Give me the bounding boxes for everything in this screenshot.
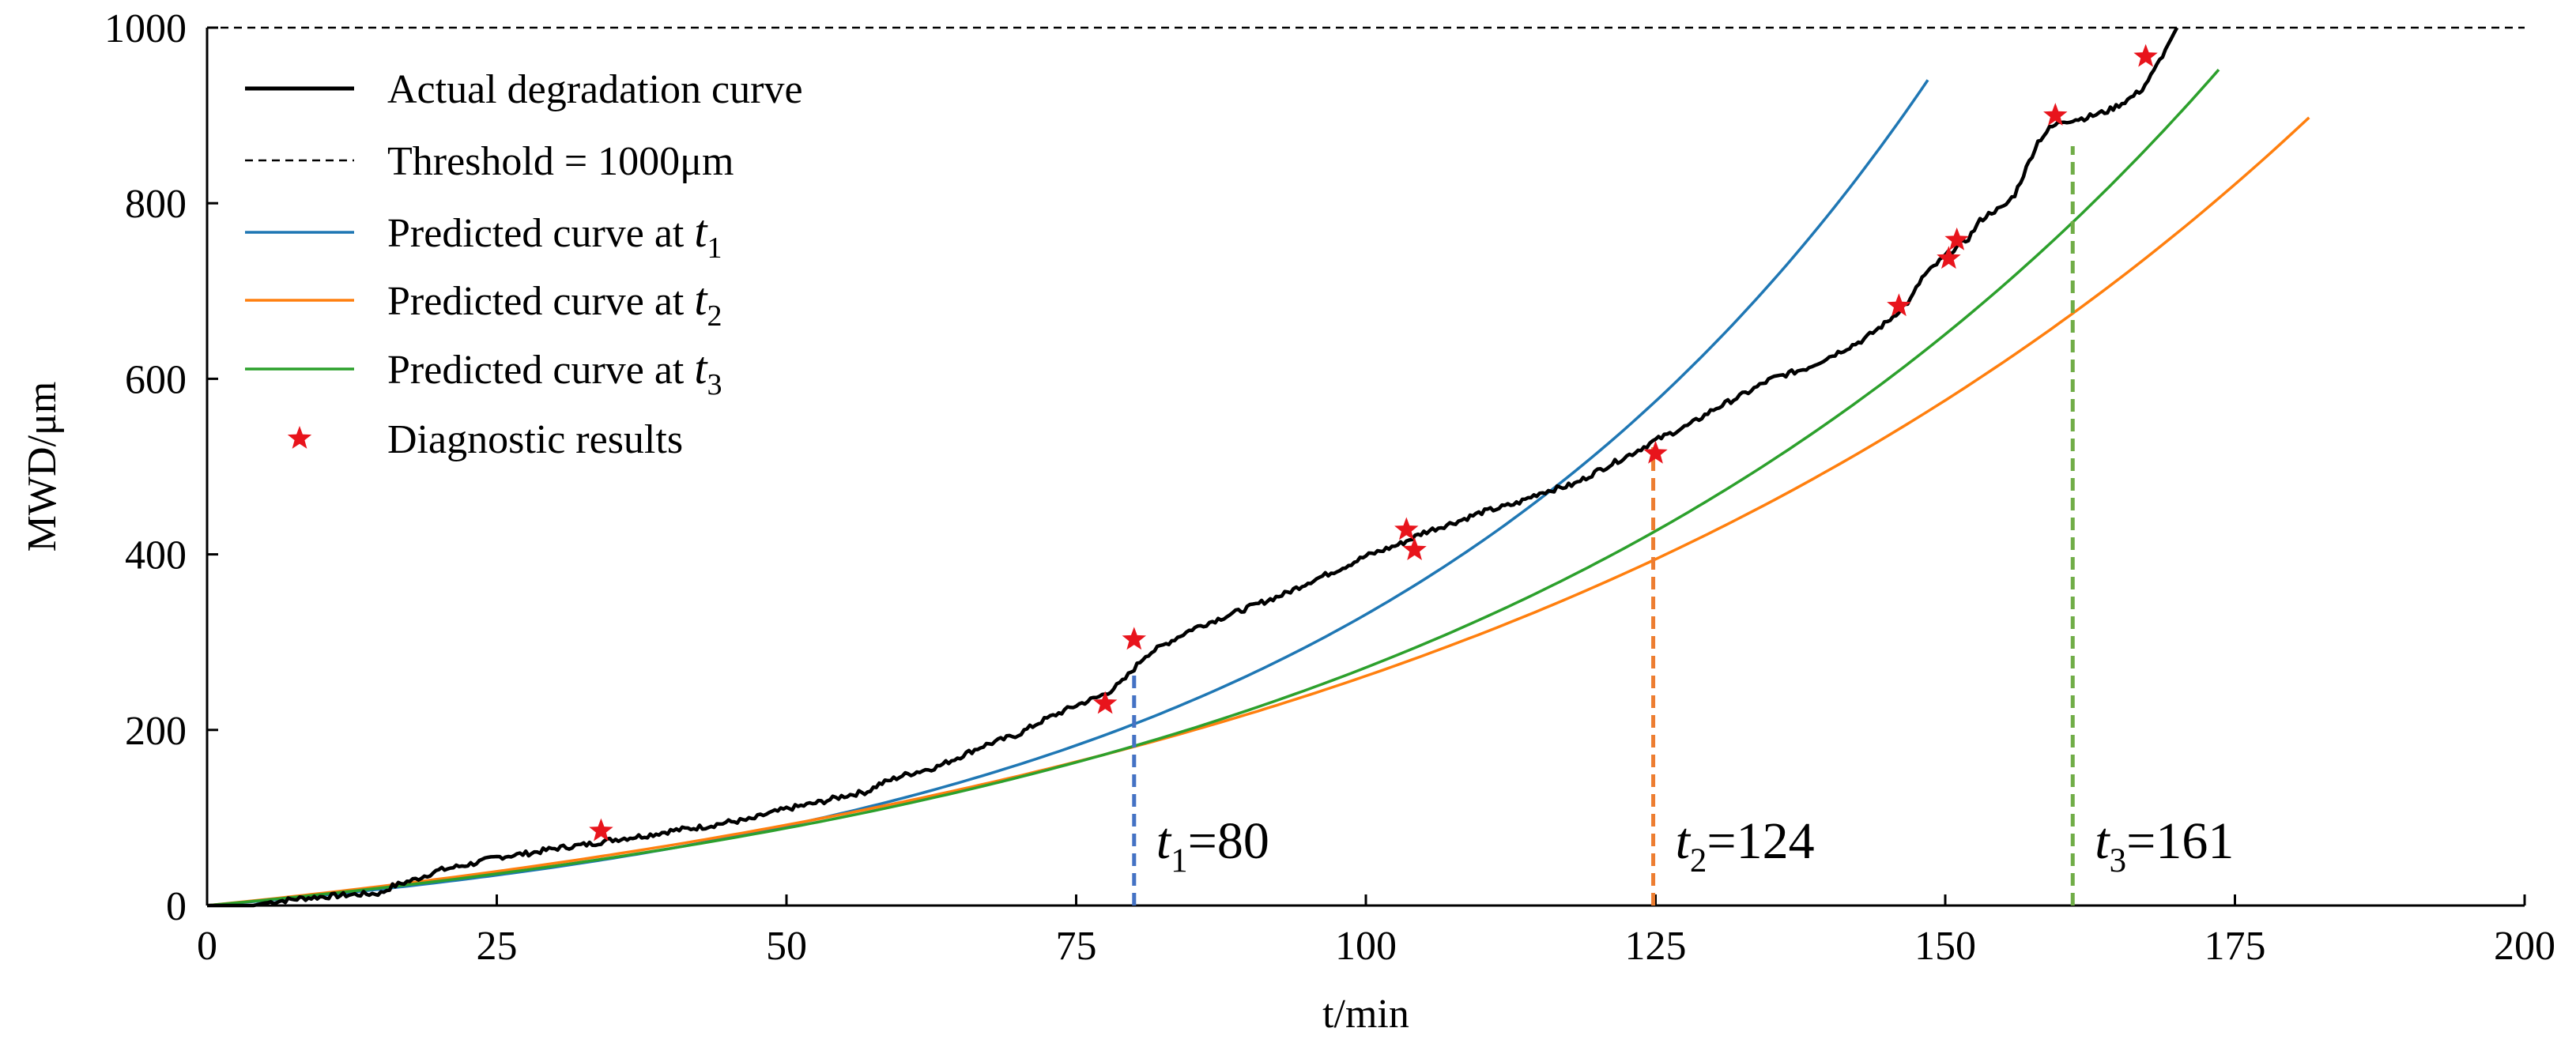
actual-degradation-curve: [207, 26, 2179, 908]
legend-label-pred-t2: Predicted curve at t2: [387, 273, 722, 333]
diagnostic-result-3: [1122, 627, 1146, 650]
prediction-time-label-3: t3=161: [2095, 812, 2234, 879]
y-tick-label-400: 400: [125, 533, 187, 578]
axes-layer: 0 25 50 75 100 125 150 175 200 0 200 400 600 800 1000 t…: [20, 6, 2555, 1037]
legend-label-actual: Actual degradation curve: [387, 67, 803, 112]
legend-label-threshold: Threshold = 1000μm: [387, 139, 734, 184]
diagnostic-result-7: [1887, 293, 1911, 317]
series-layer: [206, 26, 2525, 908]
diagnostic-result-2: [1092, 691, 1118, 714]
y-tick-label-800: 800: [125, 182, 187, 227]
x-tick-label-25: 25: [477, 924, 518, 969]
pred-t2-curve: [206, 116, 2310, 907]
y-axis-title: MWD/μm: [20, 382, 65, 552]
y-tick-label-200: 200: [125, 709, 187, 754]
legend: Actual degradation curve Threshold = 1000…: [245, 67, 803, 462]
y-tick-label-600: 600: [125, 357, 187, 402]
x-tick-label-150: 150: [1914, 924, 1976, 969]
prediction-time-label-1: t1=80: [1156, 812, 1269, 879]
diagnostic-result-8: [1937, 246, 1961, 269]
diagnostic-result-1: [589, 818, 613, 842]
legend-marker-diagnostic-results: [287, 426, 312, 449]
diagnostic-result-5: [1402, 537, 1427, 560]
legend-label-pred-t3: Predicted curve at t3: [387, 342, 722, 401]
x-tick-label-0: 0: [197, 924, 217, 969]
diagnostic-result-4: [1394, 517, 1419, 540]
x-tick-label-75: 75: [1056, 924, 1097, 969]
diagnostic-result-9: [1944, 227, 1969, 250]
x-tick-label-50: 50: [766, 924, 807, 969]
x-tick-label-125: 125: [1625, 924, 1687, 969]
x-tick-label-200: 200: [2494, 924, 2555, 969]
diagnostic-result-6: [1643, 440, 1668, 464]
x-tick-label-175: 175: [2204, 924, 2266, 969]
x-tick-label-100: 100: [1335, 924, 1397, 969]
diagnostic-result-10: [2043, 103, 2068, 126]
legend-label-pred-t1: Predicted curve at t1: [387, 205, 722, 265]
annotation-layer: t1=80 t2=124 t3=161: [589, 43, 2234, 906]
y-tick-label-1000: 1000: [104, 6, 187, 51]
pred-t3-curve: [206, 69, 2220, 907]
diagnostic-result-11: [2133, 43, 2158, 67]
pred-t1-curve: [206, 79, 1929, 907]
prediction-time-label-2: t2=124: [1676, 812, 1815, 879]
legend-label-diag: Diagnostic results: [387, 417, 683, 462]
y-tick-label-0: 0: [166, 884, 187, 929]
x-axis-title: t/min: [1322, 992, 1409, 1037]
